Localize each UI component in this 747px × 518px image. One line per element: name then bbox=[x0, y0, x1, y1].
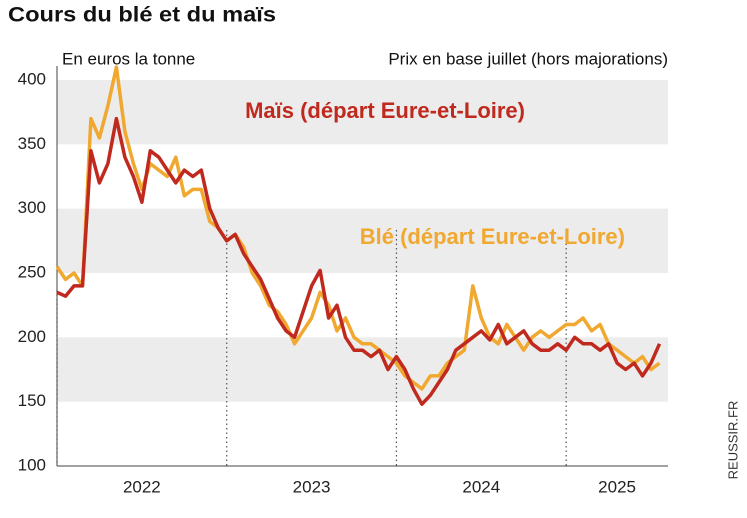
y-tick-label: 400 bbox=[18, 69, 46, 88]
series-line bbox=[56, 116, 662, 406]
series-line bbox=[55, 65, 661, 391]
y-axis-label: En euros la tonne bbox=[62, 49, 195, 68]
source: REUSSIR.FR bbox=[725, 401, 740, 480]
legend-label: Maïs (départ Eure-et-Loire) bbox=[245, 98, 525, 123]
y-tick-label: 250 bbox=[18, 262, 46, 281]
chart-title: Cours du blé et du maïs bbox=[8, 4, 276, 27]
y-tick-label: 300 bbox=[18, 198, 46, 217]
x-tick-label: 2025 bbox=[598, 477, 636, 496]
y-tick-label: 100 bbox=[18, 455, 46, 474]
y-tick-label: 350 bbox=[18, 134, 46, 153]
x-tick-label: 2022 bbox=[123, 477, 161, 496]
y-tick-label: 150 bbox=[18, 391, 46, 410]
legend-label: Blé (départ Eure-et-Loire) bbox=[360, 224, 625, 249]
x-tick-label: 2023 bbox=[293, 477, 331, 496]
grid-band bbox=[57, 80, 668, 145]
subtitle: Prix en base juillet (hors majorations) bbox=[388, 49, 668, 68]
x-tick-label: 2024 bbox=[462, 477, 500, 496]
y-tick-label: 200 bbox=[18, 327, 46, 346]
grid-band bbox=[57, 337, 668, 402]
